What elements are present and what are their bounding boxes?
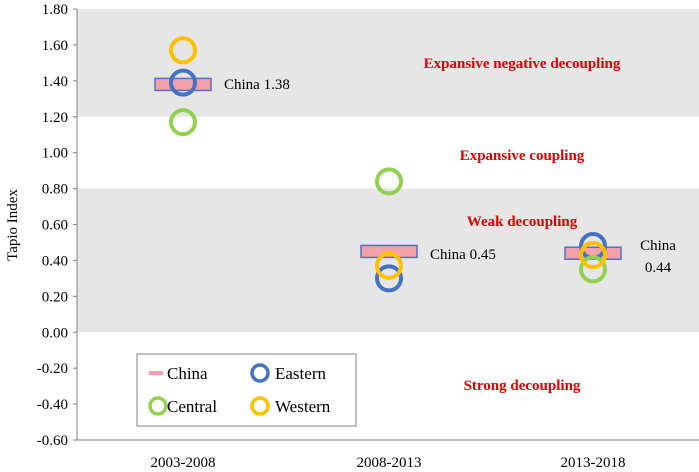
y-tick-label: 0.60	[42, 218, 68, 234]
zone-label-strong-decoupling: Strong decoupling	[464, 378, 581, 394]
y-tick-label: -0.20	[37, 361, 68, 377]
y-axis-label: Tapio Index	[5, 189, 21, 261]
central-point-2013-2018	[579, 255, 607, 284]
zone-label-expansive-negative-decoupling: Expansive negative decoupling	[424, 56, 621, 72]
y-tick-label: 1.40	[42, 74, 68, 90]
western-point-2003-2008	[169, 36, 197, 65]
legend-item-eastern-swatch	[250, 363, 270, 383]
eastern-point-2003-2008	[169, 68, 197, 97]
china-point-2008-2013	[360, 244, 418, 259]
legend-item-central-label: Central	[167, 397, 217, 416]
y-tick-label: 1.60	[42, 38, 68, 54]
eastern-point-2008-2013	[375, 264, 403, 293]
annotation-2013-2018-line-1: 0.44	[645, 260, 672, 276]
legend-item-china-label: China	[167, 364, 208, 383]
legend-item-central-swatch	[148, 396, 168, 416]
western-point-2013-2018	[579, 241, 607, 270]
annotation-2003-2008-line-0: China 1.38	[224, 77, 290, 93]
legend-item-eastern-label: Eastern	[275, 364, 326, 383]
annotation-2008-2013-line-0: China 0.45	[430, 247, 496, 263]
annotation-layer: China 1.38 China 0.45 China 0.44	[224, 77, 676, 276]
legend-item-western-swatch	[250, 396, 270, 416]
x-tick-label: 2013-2018	[561, 455, 626, 471]
legend-item-western-label: Western	[275, 397, 331, 416]
central-point-2008-2013	[375, 167, 403, 196]
y-tick-label: 1.00	[42, 146, 68, 162]
y-tick-layer: -0.60 -0.40 -0.20 0.00 0.20 0.40 0.60 0.80 1.00 1…	[37, 2, 77, 449]
legend-item-china-swatch	[149, 371, 163, 375]
band-layer	[77, 9, 699, 333]
band-weak-decoupling	[77, 188, 699, 333]
y-tick-label: 1.80	[42, 2, 68, 18]
zone-label-expansive-coupling: Expansive coupling	[460, 148, 585, 164]
y-tick-label: 0.40	[42, 253, 68, 269]
legend: China Eastern Central Western	[136, 353, 357, 427]
y-tick-label: 1.20	[42, 110, 68, 126]
x-tick-label: 2003-2008	[151, 455, 216, 471]
x-tick-layer: 2003-2008 2008-2013 2013-2018	[151, 455, 626, 471]
western-point-2008-2013	[375, 251, 403, 280]
x-tick-label: 2008-2013	[357, 455, 422, 471]
central-point-2003-2008	[169, 108, 197, 137]
zone-label-weak-decoupling: Weak decoupling	[467, 214, 578, 230]
y-tick-label: 0.00	[42, 325, 68, 341]
china-point-2003-2008	[154, 77, 212, 92]
y-tick-label: 0.80	[42, 182, 68, 198]
y-tick-label: 0.20	[42, 289, 68, 305]
legend-box	[136, 353, 357, 427]
y-tick-label: -0.60	[37, 433, 68, 449]
y-tick-label: -0.40	[37, 397, 68, 413]
zone-label-layer: Expansive negative decoupling Expansive c…	[424, 56, 621, 394]
data-mark-layer	[154, 36, 622, 293]
annotation-2013-2018-line-0: China	[640, 238, 676, 254]
